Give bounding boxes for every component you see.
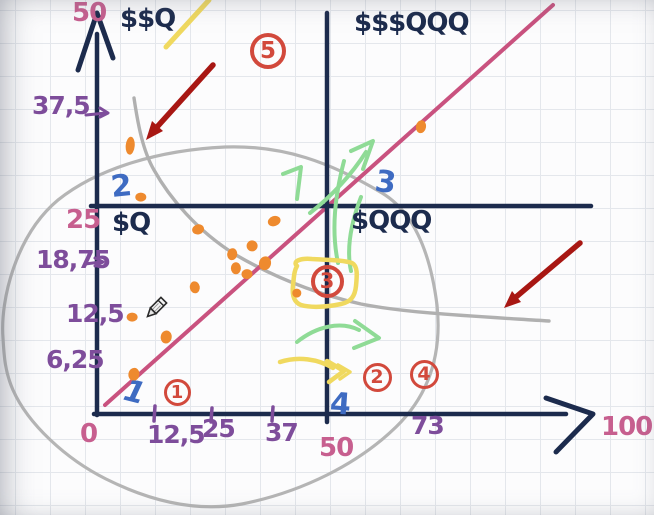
green-arrow-shaft: [308, 150, 368, 215]
x-axis-label: 50: [319, 433, 354, 463]
x-axis-arrowhead: [543, 395, 596, 455]
x-axis-label: 73: [411, 411, 445, 440]
green-right-arrow-shaft: [295, 323, 361, 344]
handwritten-number: 3: [372, 163, 399, 202]
scatter-point: [415, 120, 427, 134]
y-axis-label: 37,5: [32, 91, 91, 120]
scatter-point: [128, 367, 140, 381]
scatter-point: [189, 281, 200, 294]
scatter-point: [227, 248, 238, 261]
green-arrow-head: [349, 139, 375, 171]
x-axis-label: 100: [601, 412, 653, 442]
y-axis-label: 18,75: [36, 245, 111, 274]
y-axis-label: 12,5: [66, 299, 125, 328]
x-tick: [209, 406, 214, 424]
label-arrow-18-75: [83, 256, 105, 268]
yellow-arrow-head-2: [336, 363, 352, 381]
scatter-point: [125, 136, 135, 155]
label-arrow-37-5: [84, 106, 110, 119]
red-arrow-top: [154, 62, 216, 130]
yellow-arrow-head: [324, 358, 347, 385]
red-arrow-top-head: [146, 121, 163, 140]
y-axis-label: 0: [80, 419, 98, 449]
red-arrows: [146, 62, 583, 308]
yellow-arrow-shaft: [277, 356, 336, 371]
handwritten-number: 2: [109, 168, 134, 205]
quadrant-label-top-left: $$Q: [120, 4, 176, 34]
red-arrow-right: [513, 240, 583, 300]
green-arrow-bracket: [281, 165, 303, 201]
scatter-point: [267, 215, 281, 227]
x-axis-label: 37: [265, 418, 299, 447]
quadrant-label-bottom-right: $QQQ: [351, 206, 432, 236]
handwritten-number: 4: [328, 386, 353, 423]
scatter-points: [125, 120, 427, 381]
x-tick: [152, 404, 157, 423]
scatter-point: [246, 240, 258, 252]
green-stroke-left: [332, 159, 346, 265]
scatter-point: [258, 256, 272, 271]
circled-number-2: 2: [362, 362, 392, 392]
x-axis-label: 25: [202, 414, 236, 443]
y-axis-label: 50: [72, 0, 107, 28]
green-right-arrow-head: [352, 319, 381, 350]
y-axis-arrowhead: [75, 10, 116, 73]
scatter-point: [160, 330, 172, 344]
y-axis-label: 6,25: [46, 345, 105, 374]
x-tick: [270, 405, 275, 423]
circled-number-4: 4: [409, 359, 439, 389]
circled-number-3: 3: [310, 264, 344, 298]
quadrant-label-bottom-left: $Q: [112, 208, 151, 238]
scatter-point: [192, 224, 205, 235]
yellow-highlight-blob: [290, 256, 360, 310]
scatter-point: [292, 288, 302, 298]
gray-ellipse: [1, 145, 440, 509]
quadrant-label-top-right: $$$QQQ: [354, 8, 470, 38]
y-axis-label: 25: [66, 205, 101, 235]
scatter-point: [230, 262, 241, 275]
red-arrow-right-head: [504, 291, 521, 308]
scatter-point: [126, 312, 138, 322]
x-axis-label: 12,5: [147, 420, 206, 449]
circled-number-5: 5: [250, 33, 286, 69]
scatter-point: [241, 269, 253, 280]
scatter-point: [135, 192, 147, 202]
circled-number-1: 1: [163, 378, 191, 406]
pencil-cursor: [146, 296, 168, 318]
yellow-line-top: [163, 0, 212, 50]
